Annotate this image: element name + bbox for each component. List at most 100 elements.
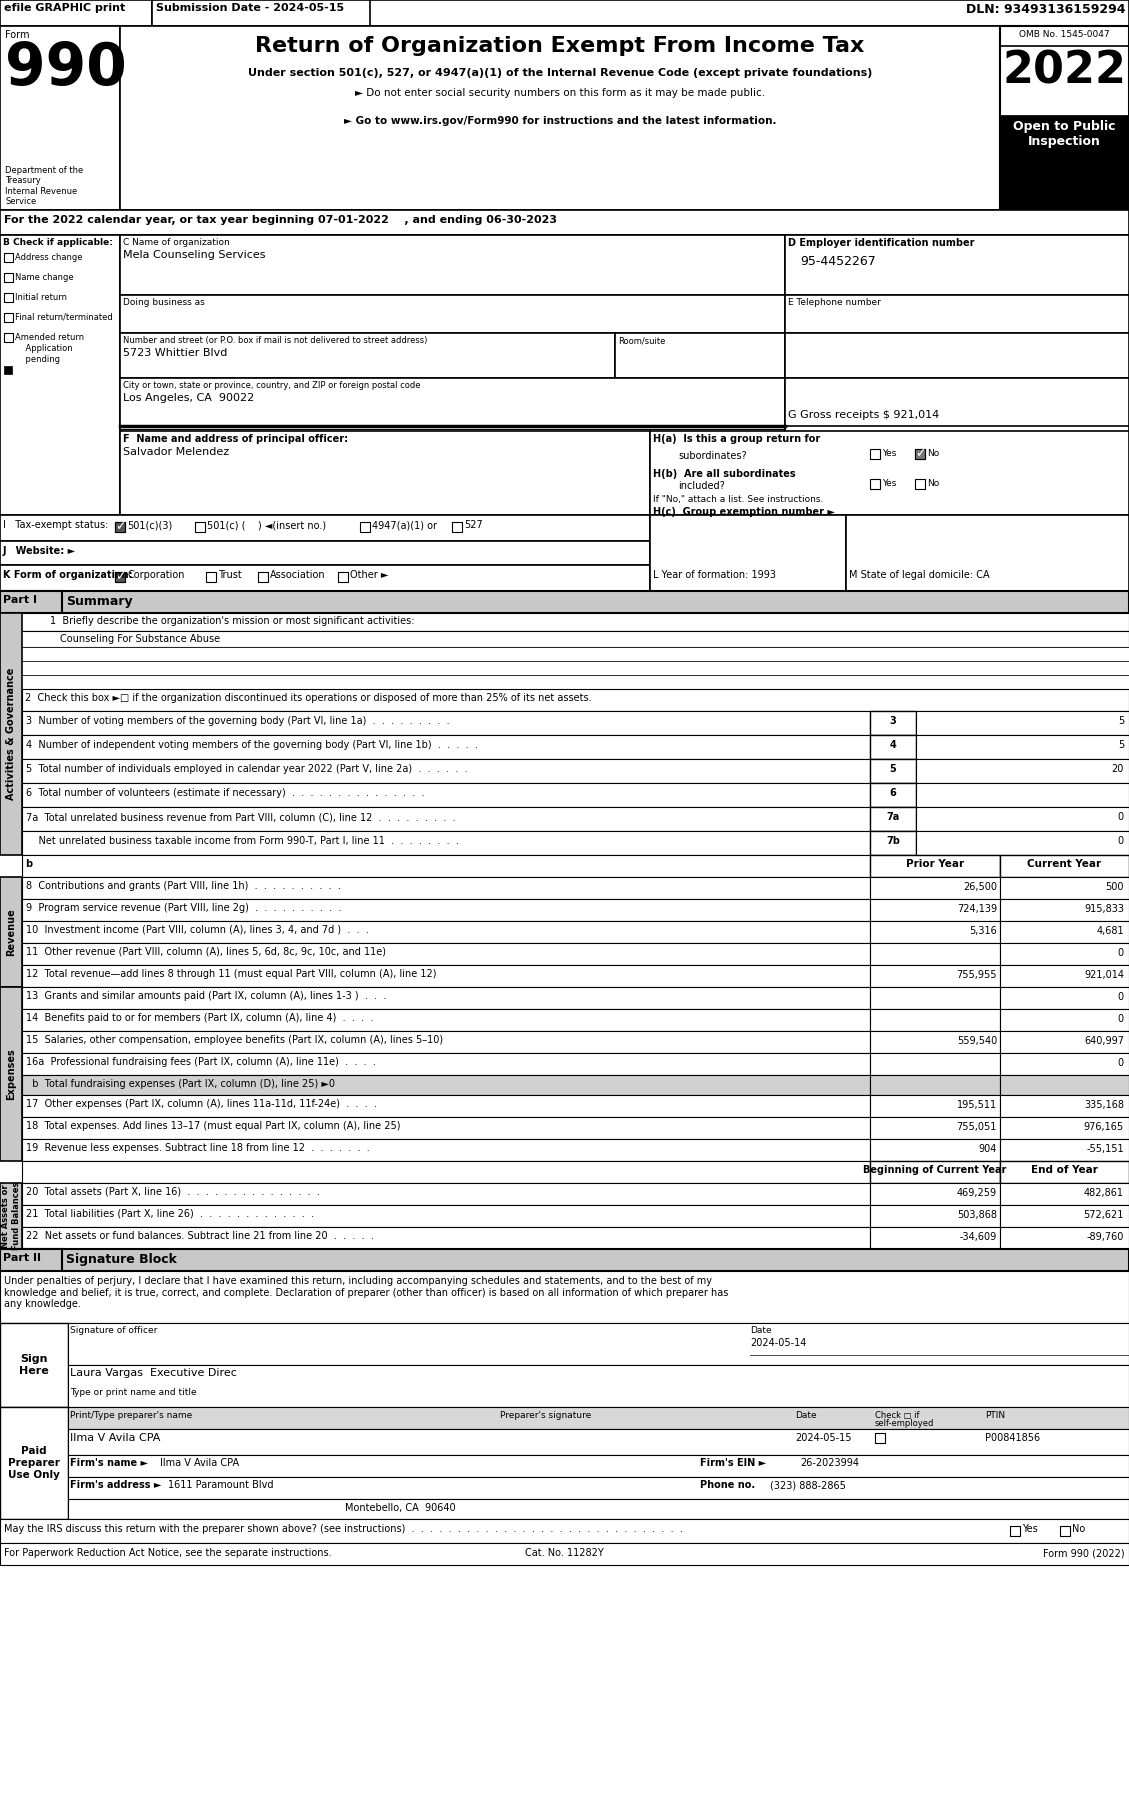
- Text: No: No: [927, 450, 939, 457]
- Bar: [1000, 965, 1129, 987]
- Bar: [0, 987, 21, 1161]
- Text: 501(c)(3): 501(c)(3): [126, 521, 173, 530]
- Bar: [0, 1544, 1129, 1565]
- Bar: [120, 334, 615, 377]
- Text: 2022: 2022: [1003, 51, 1126, 93]
- Text: 0: 0: [1118, 1058, 1124, 1068]
- Bar: [21, 784, 870, 807]
- Text: 990: 990: [5, 40, 126, 96]
- Text: (323) 888-2865: (323) 888-2865: [770, 1480, 846, 1489]
- Text: Phone no.: Phone no.: [700, 1480, 755, 1489]
- Bar: [1000, 987, 1129, 1009]
- Text: 4947(a)(1) or: 4947(a)(1) or: [371, 521, 437, 530]
- Bar: [870, 1226, 1000, 1250]
- Bar: [870, 1076, 1000, 1096]
- Text: Under penalties of perjury, I declare that I have examined this return, includin: Under penalties of perjury, I declare th…: [5, 1275, 728, 1310]
- Text: 8  Contributions and grants (Part VIII, line 1h)  .  .  .  .  .  .  .  .  .  .: 8 Contributions and grants (Part VIII, l…: [26, 882, 341, 891]
- Text: Number and street (or P.O. box if mail is not delivered to street address): Number and street (or P.O. box if mail i…: [123, 336, 428, 345]
- Text: 7a: 7a: [886, 813, 900, 822]
- Text: Beginning of Current Year: Beginning of Current Year: [864, 1165, 1007, 1175]
- Bar: [21, 943, 870, 965]
- Text: 5: 5: [1118, 717, 1124, 726]
- Bar: [21, 758, 870, 784]
- Text: 14  Benefits paid to or for members (Part IX, column (A), line 4)  .  .  .  .: 14 Benefits paid to or for members (Part…: [26, 1012, 374, 1023]
- Text: 3: 3: [890, 717, 896, 726]
- Bar: [870, 1117, 1000, 1139]
- Text: Open to Public
Inspection: Open to Public Inspection: [1013, 120, 1115, 149]
- Text: I   Tax-exempt status:: I Tax-exempt status:: [3, 521, 108, 530]
- Bar: [846, 515, 1129, 591]
- Bar: [21, 807, 870, 831]
- Text: 2024-05-15: 2024-05-15: [795, 1433, 851, 1442]
- Text: 3  Number of voting members of the governing body (Part VI, line 1a)  .  .  .  .: 3 Number of voting members of the govern…: [26, 717, 449, 726]
- Text: PTIN: PTIN: [984, 1411, 1005, 1420]
- Text: Los Angeles, CA  90022: Los Angeles, CA 90022: [123, 394, 254, 403]
- Text: Address change: Address change: [15, 252, 82, 261]
- Text: 559,540: 559,540: [956, 1036, 997, 1047]
- Bar: [870, 1009, 1000, 1030]
- Bar: [5, 314, 14, 323]
- Bar: [21, 735, 870, 758]
- Bar: [5, 334, 14, 343]
- Text: 20  Total assets (Part X, line 16)  .  .  .  .  .  .  .  .  .  .  .  .  .  .  .: 20 Total assets (Part X, line 16) . . . …: [26, 1186, 320, 1197]
- Bar: [870, 784, 916, 807]
- Bar: [68, 1364, 1129, 1408]
- Bar: [120, 432, 650, 515]
- Bar: [5, 272, 14, 281]
- Bar: [916, 807, 1129, 831]
- Bar: [785, 296, 1129, 334]
- Text: 26,500: 26,500: [963, 882, 997, 892]
- Text: Initial return: Initial return: [15, 294, 67, 301]
- Text: 2024-05-14: 2024-05-14: [750, 1339, 806, 1348]
- Bar: [120, 25, 1000, 210]
- Text: efile GRAPHIC print: efile GRAPHIC print: [5, 4, 125, 13]
- Text: G Gross receipts $ 921,014: G Gross receipts $ 921,014: [788, 410, 939, 421]
- Bar: [0, 660, 1129, 675]
- Bar: [5, 252, 14, 261]
- Text: 7b: 7b: [886, 836, 900, 845]
- Bar: [21, 1117, 870, 1139]
- Bar: [5, 366, 12, 374]
- Bar: [21, 987, 870, 1009]
- Text: 5: 5: [1118, 740, 1124, 749]
- Bar: [120, 236, 785, 515]
- Bar: [785, 236, 1129, 515]
- Text: Signature of officer: Signature of officer: [70, 1326, 157, 1335]
- Text: Submission Date - 2024-05-15: Submission Date - 2024-05-15: [156, 4, 344, 13]
- Bar: [1000, 900, 1129, 922]
- Bar: [1000, 25, 1129, 210]
- Text: 20: 20: [1112, 764, 1124, 775]
- Text: Mela Counseling Services: Mela Counseling Services: [123, 250, 265, 259]
- Text: 11  Other revenue (Part VIII, column (A), lines 5, 6d, 8c, 9c, 10c, and 11e): 11 Other revenue (Part VIII, column (A),…: [26, 947, 386, 958]
- Bar: [452, 522, 462, 532]
- Text: 0: 0: [1118, 1014, 1124, 1023]
- Text: 0: 0: [1118, 949, 1124, 958]
- Text: Room/suite: Room/suite: [618, 336, 665, 345]
- Bar: [916, 831, 1129, 854]
- Text: City or town, state or province, country, and ZIP or foreign postal code: City or town, state or province, country…: [123, 381, 420, 390]
- Text: Revenue: Revenue: [6, 909, 16, 956]
- Text: Ilma V Avila CPA: Ilma V Avila CPA: [160, 1458, 239, 1468]
- Bar: [0, 613, 1129, 631]
- Bar: [870, 758, 916, 784]
- Text: Type or print name and title: Type or print name and title: [70, 1388, 196, 1397]
- Bar: [0, 1518, 1129, 1544]
- Bar: [1000, 876, 1129, 900]
- Text: ✓: ✓: [115, 521, 125, 533]
- Text: 755,955: 755,955: [956, 970, 997, 980]
- Text: 1  Briefly describe the organization's mission or most significant activities:: 1 Briefly describe the organization's mi…: [50, 617, 414, 626]
- Bar: [21, 854, 870, 876]
- Bar: [0, 675, 1129, 689]
- Text: 976,165: 976,165: [1084, 1123, 1124, 1132]
- Text: No: No: [1073, 1524, 1085, 1535]
- Text: Other ►: Other ►: [350, 570, 388, 580]
- Bar: [870, 479, 879, 490]
- Bar: [21, 1226, 870, 1250]
- Bar: [21, 689, 1129, 711]
- Text: DLN: 93493136159294: DLN: 93493136159294: [965, 4, 1124, 16]
- Text: 18  Total expenses. Add lines 13–17 (must equal Part IX, column (A), line 25): 18 Total expenses. Add lines 13–17 (must…: [26, 1121, 401, 1130]
- Text: Expenses: Expenses: [6, 1048, 16, 1099]
- Text: Firm's EIN ►: Firm's EIN ►: [700, 1458, 767, 1468]
- Bar: [21, 1009, 870, 1030]
- Bar: [0, 210, 1129, 236]
